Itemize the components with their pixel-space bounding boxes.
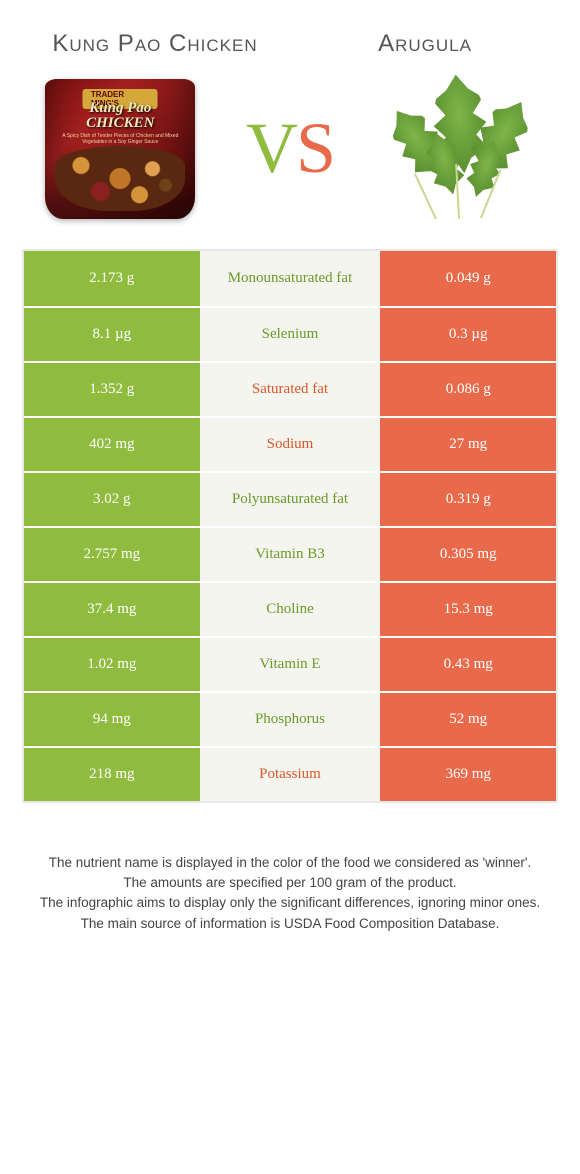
kung-pao-bag-icon: TRADER MING'S Kung Pao CHICKEN A Spicy D… (45, 79, 195, 219)
nutrient-label: Choline (200, 583, 381, 636)
table-row: 218 mgPotassium369 mg (24, 746, 556, 801)
right-value: 0.086 g (380, 363, 556, 416)
left-value: 1.352 g (24, 363, 200, 416)
nutrient-label: Potassium (200, 748, 381, 801)
table-row: 402 mgSodium27 mg (24, 416, 556, 471)
right-title-col: Arugula (290, 30, 560, 59)
table-row: 37.4 mgCholine15.3 mg (24, 581, 556, 636)
comparison-table: 2.173 gMonounsaturated fat0.049 g8.1 µgS… (22, 249, 558, 803)
right-value: 0.049 g (380, 251, 556, 306)
footnote-line: The amounts are specified per 100 gram o… (30, 873, 550, 893)
nutrient-label: Sodium (200, 418, 381, 471)
footnote-line: The infographic aims to display only the… (30, 893, 550, 913)
bag-title-line1: Kung Pao (89, 100, 151, 116)
footnotes: The nutrient name is displayed in the co… (0, 803, 580, 934)
bag-title-line2: CHICKEN (86, 115, 154, 131)
table-row: 2.173 gMonounsaturated fat0.049 g (24, 251, 556, 306)
bag-food-icon (55, 146, 185, 211)
right-food-image (375, 74, 545, 224)
right-value: 369 mg (380, 748, 556, 801)
vs-s: S (296, 108, 334, 188)
nutrient-label: Phosphorus (200, 693, 381, 746)
vs-label: VS (246, 107, 334, 190)
table-row: 8.1 µgSelenium0.3 µg (24, 306, 556, 361)
table-row: 94 mgPhosphorus52 mg (24, 691, 556, 746)
right-value: 15.3 mg (380, 583, 556, 636)
left-value: 2.173 g (24, 251, 200, 306)
vs-v: V (246, 108, 296, 188)
left-food-title: Kung Pao Chicken (20, 30, 290, 59)
right-value: 0.3 µg (380, 308, 556, 361)
left-value: 2.757 mg (24, 528, 200, 581)
nutrient-label: Saturated fat (200, 363, 381, 416)
footnote-line: The main source of information is USDA F… (30, 914, 550, 934)
right-value: 52 mg (380, 693, 556, 746)
table-row: 1.02 mgVitamin E0.43 mg (24, 636, 556, 691)
left-value: 94 mg (24, 693, 200, 746)
left-value: 1.02 mg (24, 638, 200, 691)
nutrient-label: Polyunsaturated fat (200, 473, 381, 526)
nutrient-label: Vitamin E (200, 638, 381, 691)
left-food-image: TRADER MING'S Kung Pao CHICKEN A Spicy D… (35, 74, 205, 224)
right-food-title: Arugula (290, 30, 560, 59)
stem-icon (414, 173, 437, 219)
left-value: 37.4 mg (24, 583, 200, 636)
nutrient-label: Monounsaturated fat (200, 251, 381, 306)
bag-title: Kung Pao CHICKEN (45, 101, 195, 131)
table-row: 2.757 mgVitamin B30.305 mg (24, 526, 556, 581)
right-value: 27 mg (380, 418, 556, 471)
left-value: 8.1 µg (24, 308, 200, 361)
images-row: TRADER MING'S Kung Pao CHICKEN A Spicy D… (0, 59, 580, 249)
left-value: 402 mg (24, 418, 200, 471)
nutrient-label: Selenium (200, 308, 381, 361)
left-value: 3.02 g (24, 473, 200, 526)
right-value: 0.305 mg (380, 528, 556, 581)
header-titles: Kung Pao Chicken Arugula (0, 0, 580, 59)
left-title-col: Kung Pao Chicken (20, 30, 290, 59)
table-row: 1.352 gSaturated fat0.086 g (24, 361, 556, 416)
left-value: 218 mg (24, 748, 200, 801)
nutrient-label: Vitamin B3 (200, 528, 381, 581)
right-value: 0.319 g (380, 473, 556, 526)
bag-subtitle: A Spicy Dish of Tender Pieces of Chicken… (45, 133, 195, 145)
footnote-line: The nutrient name is displayed in the co… (30, 853, 550, 873)
arugula-icon (380, 74, 540, 224)
right-value: 0.43 mg (380, 638, 556, 691)
table-row: 3.02 gPolyunsaturated fat0.319 g (24, 471, 556, 526)
